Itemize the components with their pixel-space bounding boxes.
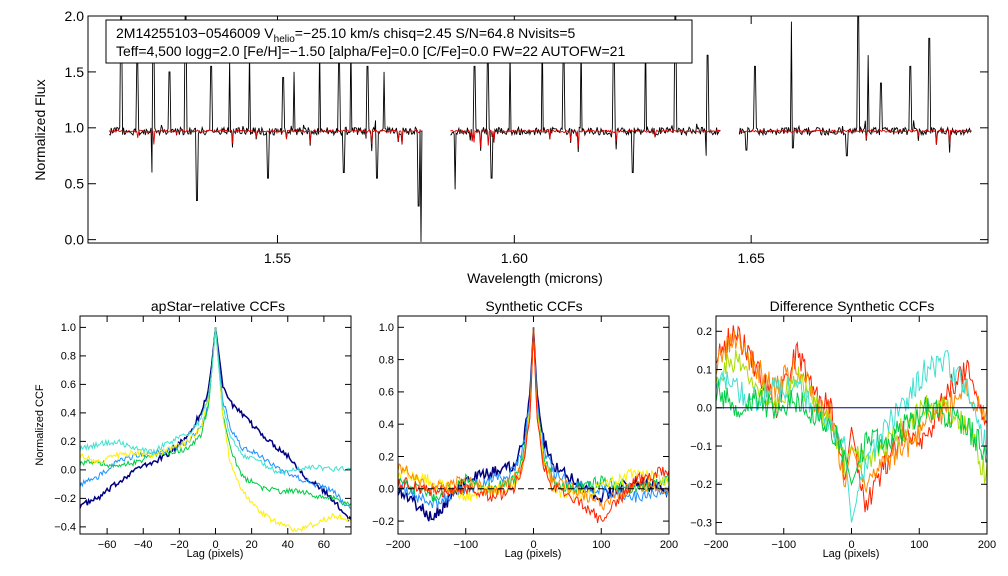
ccf3-panel: Difference Synthetic CCFs −200 −100 0 100 20… xyxy=(690,298,996,560)
spectrum-xtick-label: 1.65 xyxy=(738,250,765,266)
spectrum-ytick-label: 0.0 xyxy=(65,232,85,248)
ccf3-ytick-label: 0.1 xyxy=(697,364,712,376)
ccf1-ytick-label: 0.4 xyxy=(61,408,76,420)
ccf1-ytick-label: −0.2 xyxy=(54,493,76,505)
spectrum-x-axis-label: Wavelength (microns) xyxy=(467,270,603,286)
spectrum-model-line xyxy=(738,129,972,145)
ccf2-ytick-label: 0.0 xyxy=(379,484,394,496)
ccf3-xtick-label: −100 xyxy=(771,539,796,551)
ccf3-ytick-label: 0.0 xyxy=(697,403,712,415)
spectrum-observed-line xyxy=(109,15,423,242)
spectrum-ytick-label: 2.0 xyxy=(65,8,85,24)
info-line-1-rest: =−25.10 km/s chisq=2.45 S/N=64.8 Nvisits… xyxy=(295,25,576,41)
ccf3-xtick-label: 0 xyxy=(848,539,854,551)
ccf1-y-axis-label: Normalized CCF xyxy=(34,384,46,466)
ccf2-data xyxy=(397,327,670,524)
spectrum-panel: 1.55 1.60 1.65 0.0 0.5 1.0 1.5 2.0 Wavelength (… xyxy=(32,8,989,286)
info-box: 2M14255103−0546009 Vhelio=−25.10 km/s ch… xyxy=(105,19,693,64)
ccf2-title: Synthetic CCFs xyxy=(485,298,582,314)
ccf2-ytick-label: 0.8 xyxy=(379,354,394,366)
ccf1-series-line xyxy=(79,327,352,476)
info-line-1-main: 2M14255103−0546009 V xyxy=(116,25,274,41)
ccf3-ytick-label: −0.2 xyxy=(690,479,712,491)
ccf1-ytick-label: 1.0 xyxy=(61,322,76,334)
ccf2-xtick-label: −100 xyxy=(453,539,478,551)
ccf2-ytick-label: 0.2 xyxy=(379,451,394,463)
ccf1-xtick-label: 40 xyxy=(282,539,294,551)
spectrum-xtick-label: 1.60 xyxy=(501,250,528,266)
ccf1-xtick-label: −20 xyxy=(170,539,189,551)
ccf2-axes: −200 −100 0 100 200 −0.2 0.0 0.2 0.4 0.6 0.8 1.0 xyxy=(372,316,678,551)
ccf2-series-line xyxy=(397,327,670,524)
ccf3-ytick-label: −0.3 xyxy=(690,517,712,529)
ccf3-series-line xyxy=(715,380,988,487)
ccf3-xtick-label: −200 xyxy=(704,539,729,551)
ccf1-xtick-label: 20 xyxy=(246,539,258,551)
ccf2-xtick-label: 100 xyxy=(592,539,610,551)
ccf1-xtick-label: −40 xyxy=(134,539,153,551)
ccf1-xtick-label: 60 xyxy=(318,539,330,551)
ccf1-xtick-label: 0 xyxy=(212,539,218,551)
ccf1-panel: apStar−relative CCFs −60 −40 −20 0 20 40 60 −0.… xyxy=(34,298,352,560)
info-line-1: 2M14255103−0546009 Vhelio=−25.10 km/s ch… xyxy=(116,25,576,45)
spectrum-y-axis-label: Normalized Flux xyxy=(32,79,48,180)
ccf3-xtick-label: 100 xyxy=(910,539,928,551)
spectrum-ytick-label: 1.5 xyxy=(65,64,85,80)
ccf1-data xyxy=(79,327,352,533)
ccf2-ytick-label: 1.0 xyxy=(379,322,394,334)
ccf1-xtick-label: −60 xyxy=(98,539,117,551)
ccf2-x-axis-label: Lag (pixels) xyxy=(505,548,562,560)
ccf1-x-axis-label: Lag (pixels) xyxy=(187,548,244,560)
spectrum-frame xyxy=(87,15,989,244)
spectrum-xtick-label: 1.55 xyxy=(264,250,291,266)
spectrum-data xyxy=(108,15,972,242)
info-line-1-subscript: helio xyxy=(274,34,296,45)
ccf2-xtick-label: −200 xyxy=(386,539,411,551)
spectrum-model-line xyxy=(450,128,721,148)
ccf2-xtick-label: 200 xyxy=(660,539,678,551)
ccf3-ytick-label: 0.2 xyxy=(697,326,712,338)
spectrum-ytick-label: 1.0 xyxy=(65,120,85,136)
spectrum-axes: 1.55 1.60 1.65 0.0 0.5 1.0 1.5 2.0 xyxy=(65,8,988,266)
ccf1-ytick-label: −0.4 xyxy=(54,522,76,534)
ccf2-ytick-label: 0.4 xyxy=(379,419,394,431)
ccf2-ytick-label: −0.2 xyxy=(372,516,394,528)
spectrum-observed-line xyxy=(738,15,972,157)
ccf1-ytick-label: 0.6 xyxy=(61,379,76,391)
info-box-frame xyxy=(105,19,693,64)
ccf3-series-line xyxy=(715,350,988,523)
ccf3-data xyxy=(715,325,988,523)
spectrum-ytick-label: 0.5 xyxy=(65,176,85,192)
ccf3-title: Difference Synthetic CCFs xyxy=(770,298,935,314)
ccf1-ytick-label: 0.0 xyxy=(61,465,76,477)
ccf1-ytick-label: 0.8 xyxy=(61,351,76,363)
ccf2-xtick-label: 0 xyxy=(530,539,536,551)
ccf3-axes: −200 −100 0 100 200 −0.3 −0.2 −0.1 0.0 0.1 0.2 xyxy=(690,316,996,551)
spectrum-model-line xyxy=(108,129,423,145)
ccf2-ytick-label: 0.6 xyxy=(379,387,394,399)
info-line-2: Teff=4,500 logg=2.0 [Fe/H]=−1.50 [alpha/… xyxy=(116,43,625,59)
ccf3-xtick-label: 200 xyxy=(978,539,996,551)
ccf3-series-line xyxy=(715,325,988,513)
ccf1-axes: −60 −40 −20 0 20 40 60 −0.4 −0.2 0.0 0.2 0.4 0.6 0.8 1… xyxy=(54,316,351,551)
ccf3-x-axis-label: Lag (pixels) xyxy=(823,548,880,560)
ccf1-ytick-label: 0.2 xyxy=(61,436,76,448)
ccf2-panel: Synthetic CCFs −200 −100 0 100 200 −0.2 0.0 0.2… xyxy=(372,298,678,560)
ccf3-ytick-label: −0.1 xyxy=(690,441,712,453)
ccf1-title: apStar−relative CCFs xyxy=(151,298,285,314)
